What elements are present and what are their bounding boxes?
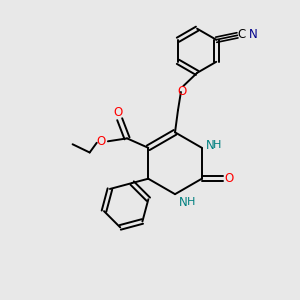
Text: N: N <box>179 196 188 209</box>
Text: C: C <box>237 28 245 41</box>
Text: O: O <box>97 135 106 148</box>
Text: N: N <box>206 139 214 152</box>
Text: N: N <box>249 28 258 41</box>
Text: O: O <box>177 85 186 98</box>
Text: H: H <box>186 197 195 207</box>
Text: H: H <box>213 140 222 150</box>
Text: O: O <box>225 172 234 185</box>
Text: O: O <box>114 106 123 119</box>
